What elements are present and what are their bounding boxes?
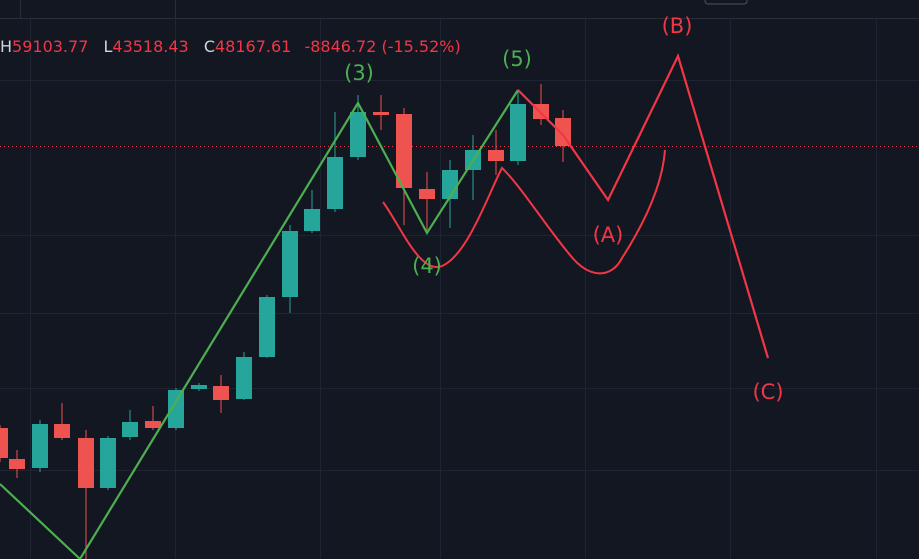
wave-label: (5) xyxy=(502,47,532,71)
candle xyxy=(236,352,252,400)
candle-body xyxy=(9,459,25,469)
candle xyxy=(350,95,366,160)
candle-body xyxy=(282,231,298,297)
candle-body xyxy=(327,157,343,209)
projection-curve xyxy=(382,149,666,275)
candle xyxy=(78,430,94,559)
correction-wave xyxy=(517,52,770,359)
wave-label: (C) xyxy=(752,380,783,404)
ohlc-label: H xyxy=(0,37,12,56)
candle-body xyxy=(510,104,526,161)
candle xyxy=(168,388,184,430)
candle xyxy=(488,130,504,175)
toolbar xyxy=(0,0,919,19)
ohlc-value: 48167.61 xyxy=(215,37,291,56)
candle-body xyxy=(442,170,458,199)
wave-label: (A) xyxy=(593,223,624,247)
candle xyxy=(259,295,275,358)
ohlc-label: L xyxy=(103,37,112,56)
candle-body xyxy=(191,385,207,389)
candle xyxy=(373,95,389,130)
candle-body xyxy=(396,114,412,188)
candle-body xyxy=(419,189,435,199)
candle-body xyxy=(168,390,184,428)
candle xyxy=(9,450,25,478)
wave-label: (B) xyxy=(662,14,693,38)
ohlc-value: 43518.43 xyxy=(112,37,188,56)
candle-body xyxy=(54,424,70,438)
candle xyxy=(32,420,48,472)
candle-body xyxy=(32,424,48,468)
candle xyxy=(327,112,343,212)
candle-body xyxy=(488,150,504,161)
candle xyxy=(213,375,229,413)
candle xyxy=(145,406,161,430)
candle xyxy=(0,425,8,462)
candle-body xyxy=(259,297,275,357)
impulse-wave xyxy=(0,89,519,559)
candle-body xyxy=(350,112,366,157)
candle-body xyxy=(236,357,252,399)
candle-body xyxy=(100,438,116,488)
candle-body xyxy=(78,438,94,488)
ohlc-label: C xyxy=(204,37,215,56)
candle-body xyxy=(145,421,161,428)
candle xyxy=(282,225,298,313)
candle xyxy=(191,383,207,391)
candle xyxy=(54,403,70,440)
candle xyxy=(100,436,116,490)
ohlc-header: H59103.77 L43518.43 C48167.61 -8846.72 (… xyxy=(0,37,461,56)
wave-label: (4) xyxy=(412,254,442,278)
candle xyxy=(396,108,412,225)
candle-body xyxy=(0,428,8,458)
candles xyxy=(0,84,571,559)
candle-body xyxy=(213,386,229,400)
candle xyxy=(122,410,138,440)
candle-body xyxy=(304,209,320,231)
ohlc-value: 59103.77 xyxy=(12,37,88,56)
ohlc-change: -8846.72 (-15.52%) xyxy=(304,37,460,56)
candle xyxy=(510,90,526,165)
wave-label: (3) xyxy=(344,61,374,85)
toolbar-button[interactable] xyxy=(704,0,748,5)
candle-body xyxy=(373,112,389,115)
candle xyxy=(304,190,320,233)
grid xyxy=(0,19,919,559)
candle xyxy=(419,172,435,230)
candle-body xyxy=(122,422,138,437)
